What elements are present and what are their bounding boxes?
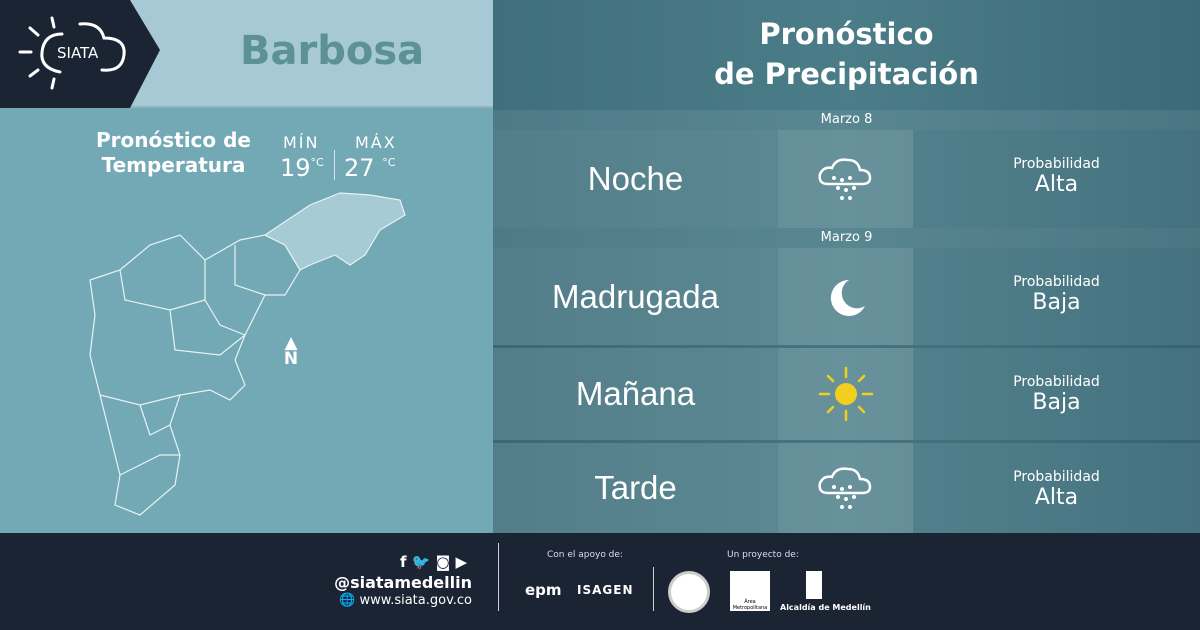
footer: f 🐦 ◙ ▶ @siatamedellin 🌐 www.siata.gov.c… <box>0 533 1200 630</box>
support-label: Con el apoyo de: <box>547 550 623 560</box>
forecast-row: Mañana Probabilidad Baja <box>493 345 1200 440</box>
facebook-icon[interactable]: f <box>400 553 407 571</box>
max-value: 27 <box>344 154 375 182</box>
isagen-logo: ISAGEN <box>577 583 634 597</box>
date-label: Marzo 9 <box>493 228 1200 248</box>
north-indicator: ▲ N <box>282 333 300 369</box>
siata-logo: SIATA <box>0 0 160 108</box>
probability-label: Probabilidad <box>1013 274 1100 290</box>
globe-icon: 🌐 <box>339 593 356 608</box>
rain-cloud-icon <box>817 158 871 200</box>
forecast-row: Tarde Probabilidad Alta <box>493 440 1200 533</box>
max-label: MÁX <box>355 133 397 152</box>
north-arrow-icon: ▲ <box>284 333 298 353</box>
unit: °C <box>310 156 324 169</box>
unit: °C <box>382 156 396 169</box>
temperature-panel: SIATA Barbosa Pronóstico de Temperatura M… <box>0 0 493 533</box>
forecast-row: Noche Probabilidad Alta <box>493 130 1200 228</box>
probability-label: Probabilidad <box>1013 156 1100 172</box>
title-line: Pronóstico de <box>96 128 251 152</box>
precipitation-panel: Pronóstico de Precipitación Marzo 8 Noche… <box>493 0 1200 533</box>
north-label: N <box>283 349 299 369</box>
sun-icon <box>818 366 873 422</box>
title-line: Temperatura <box>101 153 246 177</box>
moon-icon <box>830 279 865 316</box>
city-name: Barbosa <box>240 28 425 74</box>
min-label: MÍN <box>283 133 320 152</box>
precipitation-title: Pronóstico de Precipitación <box>493 14 1200 94</box>
probability-value: Baja <box>1032 290 1081 315</box>
probability-label: Probabilidad <box>1013 469 1100 485</box>
medellin-seal-logo <box>668 571 710 613</box>
divider <box>334 150 335 180</box>
social-icons: f 🐦 ◙ ▶ <box>400 553 467 571</box>
max-temp: 27 °C <box>344 154 395 182</box>
divider <box>653 567 654 611</box>
alcaldia-logo: Alcaldía de Medellín <box>780 603 871 612</box>
website[interactable]: 🌐 www.siata.gov.co <box>339 593 472 608</box>
date-label: Marzo 8 <box>493 110 1200 130</box>
divider <box>498 543 499 611</box>
partner-name: Área Metropolitana <box>732 599 768 611</box>
area-metropolitana-logo: Área Metropolitana <box>730 571 770 611</box>
forecast-row: Madrugada Probabilidad Baja <box>493 248 1200 345</box>
title-line: Pronóstico <box>759 17 934 51</box>
period-label: Noche <box>493 130 778 228</box>
website-link[interactable]: www.siata.gov.co <box>359 593 472 608</box>
epm-logo: epm <box>525 581 562 599</box>
min-temp: 19°C <box>280 154 324 182</box>
period-label: Madrugada <box>493 248 778 345</box>
period-label: Tarde <box>493 443 778 533</box>
rain-cloud-icon <box>817 467 871 509</box>
alcaldia-crest-icon <box>806 571 822 599</box>
temperature-title: Pronóstico de Temperatura <box>96 128 251 178</box>
svg-text:SIATA: SIATA <box>57 44 99 62</box>
twitter-icon[interactable]: 🐦 <box>411 553 431 571</box>
probability-label: Probabilidad <box>1013 374 1100 390</box>
barbosa-highlight <box>263 192 406 271</box>
probability-value: Baja <box>1032 390 1081 415</box>
social-handle[interactable]: @siatamedellin <box>334 573 472 592</box>
municipality-map <box>89 192 406 516</box>
probability-value: Alta <box>1034 172 1079 197</box>
project-label: Un proyecto de: <box>727 550 799 560</box>
period-label: Mañana <box>493 348 778 440</box>
probability-value: Alta <box>1034 485 1079 510</box>
youtube-icon[interactable]: ▶ <box>455 553 468 571</box>
instagram-icon[interactable]: ◙ <box>435 553 451 571</box>
sun-cloud-logo-icon: SIATA <box>18 16 126 90</box>
min-value: 19 <box>280 154 311 182</box>
header: SIATA Barbosa <box>0 0 493 108</box>
title-line: de Precipitación <box>714 57 979 91</box>
